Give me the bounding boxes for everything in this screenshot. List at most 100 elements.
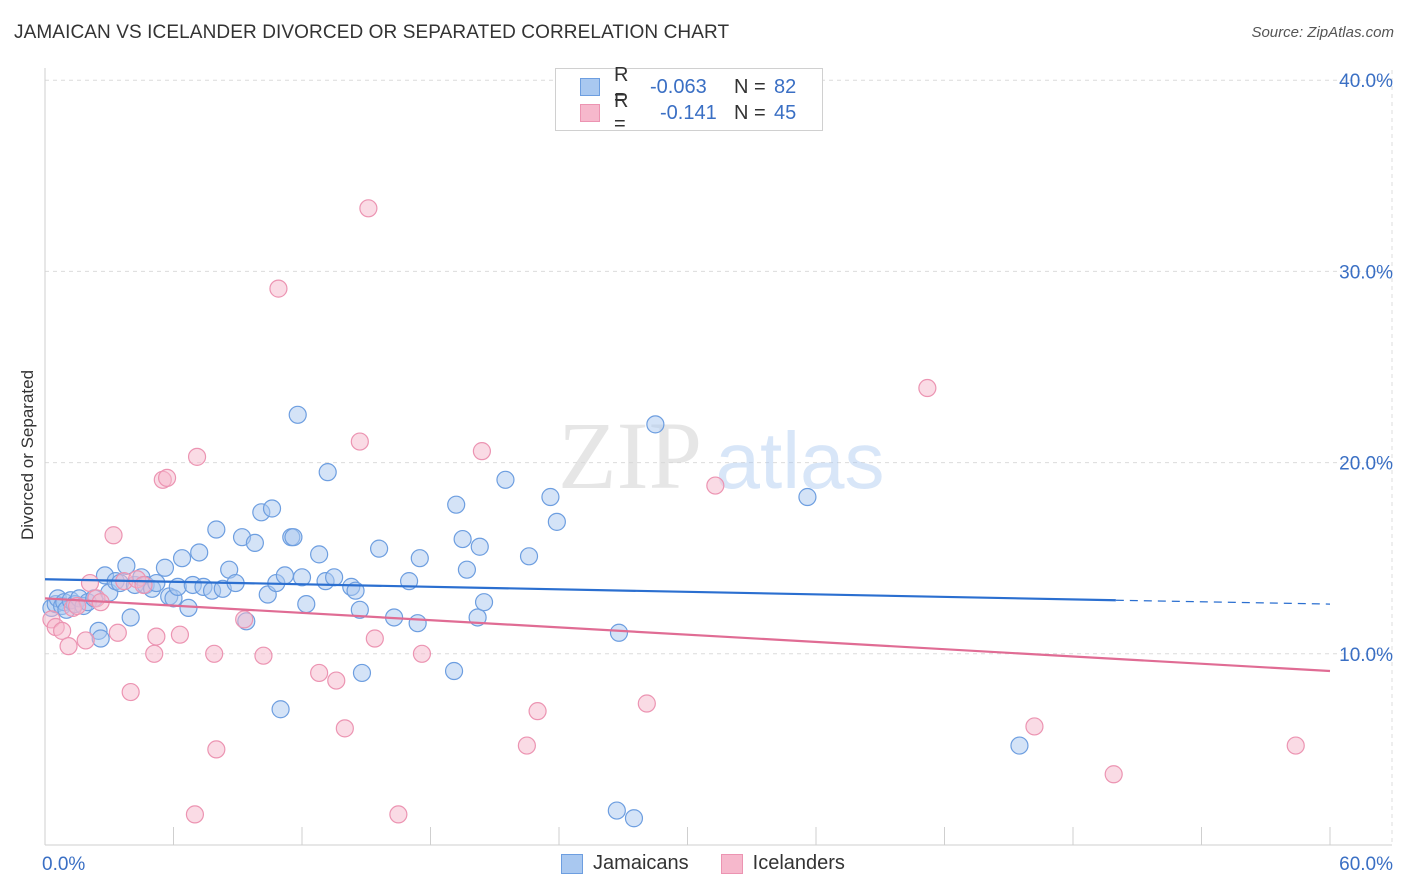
legend-swatch-icelanders xyxy=(580,104,600,122)
bottom-legend-swatch-jamaicans xyxy=(561,853,584,874)
icelanders-point xyxy=(350,432,369,451)
icelanders-point xyxy=(269,279,288,298)
legend-n-value: 45 xyxy=(774,101,797,124)
y-tick-label: 20.0% xyxy=(1339,454,1393,475)
jamaicans-point xyxy=(474,593,494,612)
trend-line-jamaicans-extension xyxy=(1115,599,1331,605)
trend-line-jamaicans xyxy=(44,578,1116,602)
jamaicans-point xyxy=(352,663,372,683)
jamaicans-point xyxy=(470,537,489,556)
jamaicans-point xyxy=(288,405,307,424)
series-jamaicans xyxy=(42,405,1029,828)
legend-r-value: -0.063 xyxy=(650,75,707,98)
jamaicans-point xyxy=(91,629,110,648)
icelanders-point xyxy=(68,596,87,616)
trend-lines xyxy=(44,578,1331,673)
jamaicans-point xyxy=(207,520,226,539)
legend-n-label: N = xyxy=(734,101,766,124)
icelanders-point xyxy=(235,610,254,629)
watermark: ZIP atlas xyxy=(558,402,884,509)
tick-labels: 10.0% 20.0% 30.0% 40.0% 0.0% 60.0% xyxy=(42,71,1393,875)
icelanders-point xyxy=(76,631,95,650)
jamaicans-point xyxy=(547,512,566,531)
icelanders-point xyxy=(59,637,78,656)
jamaicans-point xyxy=(350,600,369,619)
jamaicans-point xyxy=(453,529,472,549)
series-icelanders xyxy=(42,199,1305,824)
icelanders-point xyxy=(412,644,432,663)
bottom-legend-label-icelanders: Icelanders xyxy=(752,852,845,874)
jamaicans-point xyxy=(297,594,316,614)
jamaicans-point xyxy=(408,614,427,633)
icelanders-point xyxy=(147,627,166,646)
jamaicans-point xyxy=(284,528,303,547)
y-tick-label: 40.0% xyxy=(1339,71,1393,92)
icelanders-point xyxy=(517,736,536,755)
watermark-atlas: atlas xyxy=(716,416,885,505)
jamaicans-point xyxy=(245,533,264,553)
jamaicans-point xyxy=(121,608,140,627)
icelanders-point xyxy=(187,447,207,466)
icelanders-point xyxy=(170,625,190,644)
y-tick-label: 10.0% xyxy=(1339,645,1393,666)
axes xyxy=(44,68,1392,846)
jamaicans-point xyxy=(447,495,466,514)
icelanders-point xyxy=(80,573,100,593)
jamaicans-point xyxy=(292,568,312,587)
y-axis-label: Divorced or Separated xyxy=(18,370,37,540)
legend-r-value: -0.141 xyxy=(660,101,717,124)
icelanders-point xyxy=(310,663,329,683)
icelanders-point xyxy=(185,805,205,824)
icelanders-point xyxy=(472,442,491,461)
jamaicans-point xyxy=(609,623,629,642)
jamaicans-point xyxy=(457,560,477,579)
icelanders-point xyxy=(1104,765,1123,784)
legend-n-value: 82 xyxy=(774,75,797,98)
jamaicans-point xyxy=(370,539,389,558)
bottom-legend-label-jamaicans: Jamaicans xyxy=(593,852,689,874)
bottom-legend-jamaicans: Jamaicans xyxy=(561,852,689,875)
icelanders-point xyxy=(528,702,547,721)
jamaicans-point xyxy=(541,487,560,507)
legend-r-label: R = xyxy=(614,90,629,135)
legend-row-jamaicans: R = -0.063 N = 82 xyxy=(580,64,797,109)
jamaicans-point xyxy=(798,487,817,507)
jamaicans-point xyxy=(607,801,626,820)
jamaicans-point xyxy=(624,809,644,828)
legend-swatch-jamaicans xyxy=(580,78,600,96)
icelanders-point xyxy=(389,805,408,824)
icelanders-point xyxy=(157,468,177,487)
icelanders-point xyxy=(205,644,224,663)
jamaicans-point xyxy=(444,661,464,681)
jamaicans-point xyxy=(310,545,329,564)
icelanders-point xyxy=(335,719,354,738)
jamaicans-point xyxy=(179,598,198,618)
jamaicans-point xyxy=(325,568,344,587)
icelanders-point xyxy=(134,575,153,595)
legend-n-label: N = xyxy=(734,75,766,98)
jamaicans-point xyxy=(318,463,337,482)
source-label: Source: ZipAtlas.com xyxy=(1251,24,1394,41)
watermark-zip: ZIP xyxy=(558,402,702,509)
jamaicans-point xyxy=(262,499,282,518)
jamaicans-point xyxy=(410,549,429,568)
icelanders-point xyxy=(1025,717,1044,736)
bottom-legend-icelanders: Icelanders xyxy=(720,852,845,875)
icelanders-point xyxy=(918,378,937,398)
icelanders-point xyxy=(145,644,164,663)
x-tick-label: 60.0% xyxy=(1339,854,1393,875)
jamaicans-point xyxy=(496,470,515,489)
icelanders-point xyxy=(706,476,725,495)
icelanders-point xyxy=(359,199,378,218)
chart-title: JAMAICAN VS ICELANDER DIVORCED OR SEPARA… xyxy=(14,22,730,43)
icelanders-point xyxy=(104,526,123,545)
icelanders-point xyxy=(327,671,346,690)
jamaicans-point xyxy=(155,558,175,577)
icelanders-point xyxy=(637,694,656,713)
icelanders-point xyxy=(254,646,273,665)
icelanders-point xyxy=(365,629,384,648)
icelanders-point xyxy=(1286,736,1305,755)
legend: R = -0.063 N = 82 R = -0.141 N = 45 xyxy=(555,64,823,135)
jamaicans-point xyxy=(1010,736,1029,755)
